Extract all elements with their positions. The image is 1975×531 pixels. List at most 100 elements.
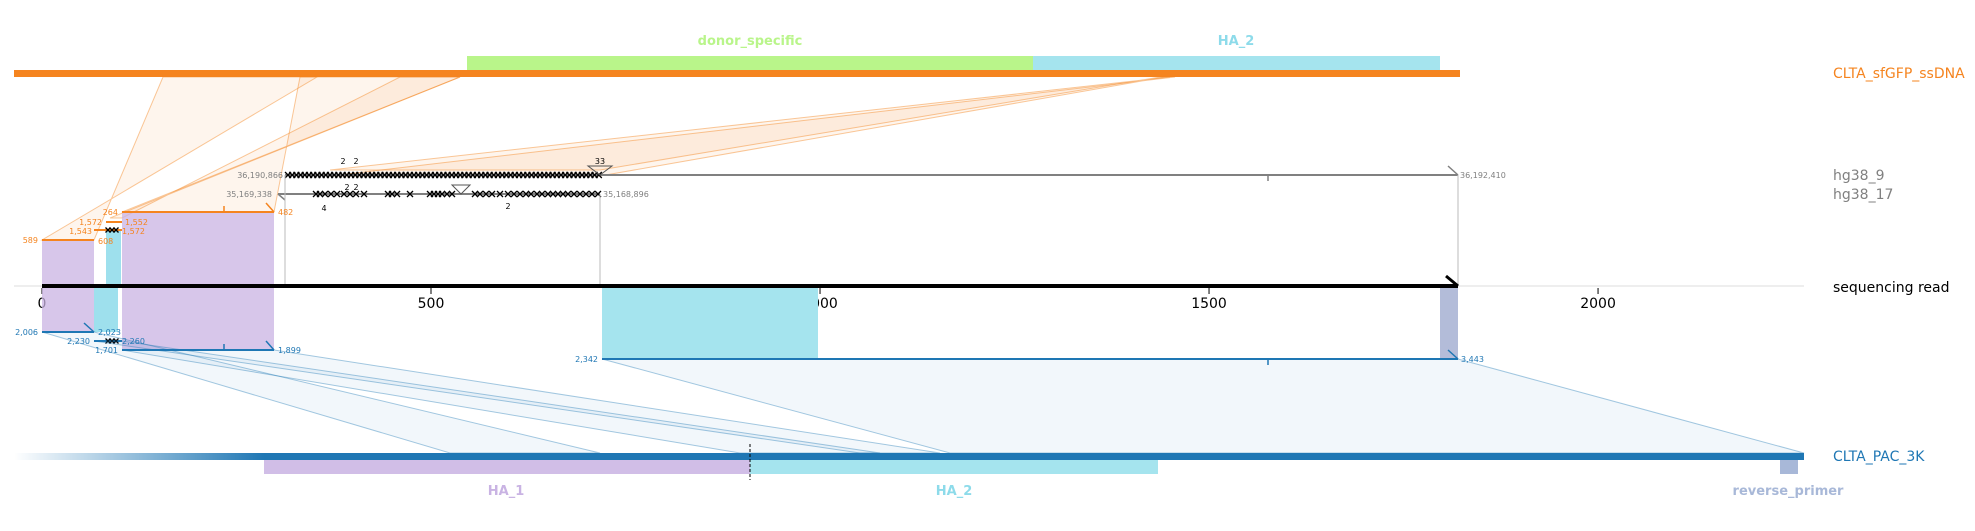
hg38-17-mismatch xyxy=(352,190,360,198)
target-alignments: 2,006 2,023 2,230 2,260 1,701 1,899 2,34… xyxy=(15,288,1484,365)
hg38-17-mismatch xyxy=(549,190,557,198)
ha2-top-label: HA_2 xyxy=(1218,34,1255,49)
hg38-17-mismatch xyxy=(406,190,414,198)
target-mismatch xyxy=(113,338,119,344)
donor-aln-hook xyxy=(265,202,275,213)
hg38-17-count-a: 4 xyxy=(321,204,326,213)
target-aln-ha2 xyxy=(94,288,118,332)
hg38-9-count-b: 2 xyxy=(353,157,358,166)
ha2-top-feature xyxy=(1033,56,1440,70)
target-connections xyxy=(41,331,1805,454)
hg38-9-mismatch-marks xyxy=(284,171,603,179)
hg38-17-mismatch xyxy=(333,190,341,198)
target-aln-hook-2 xyxy=(265,340,275,351)
coord-1552: 1,552 xyxy=(125,218,148,227)
target-mismatch-marks xyxy=(105,338,119,344)
coord-1572a: 1,572 xyxy=(79,218,102,227)
donor-specific-label: donor_specific xyxy=(698,34,803,49)
donor-track: donor_specific HA_2 CLTA_sfGFP_ssDNA xyxy=(14,34,1965,82)
target-aln-hook-3 xyxy=(1447,349,1459,360)
read-ticks: 0500100015002000 xyxy=(38,288,1616,312)
hg38-17-mismatch xyxy=(559,190,567,198)
hg38-17-mismatch xyxy=(346,190,354,198)
hg38-17-mismatch xyxy=(321,190,329,198)
ha1-bottom-label: HA_1 xyxy=(488,484,525,499)
hg38-17-mismatch xyxy=(570,190,578,198)
donor-aln-ha2 xyxy=(106,230,121,286)
target-reference-label: CLTA_PAC_3K xyxy=(1833,449,1925,465)
ha1-bottom-feature xyxy=(264,460,750,474)
read-tick-label: 2000 xyxy=(1580,296,1616,312)
target-reference-bar xyxy=(264,453,1804,460)
coord-1543: 1,543 xyxy=(69,227,92,236)
target-reference-fade xyxy=(14,453,264,460)
donor-mismatch xyxy=(113,227,119,233)
hg38-17-mismatch xyxy=(388,190,396,198)
coord-1572b: 1,572 xyxy=(122,227,145,236)
hg38-9-insertion-marker xyxy=(586,165,614,176)
hg38-17-mismatch xyxy=(533,190,541,198)
coord-482: 482 xyxy=(278,208,293,217)
hg38-17-mismatch xyxy=(544,190,552,198)
hg38-17-mismatch xyxy=(443,190,451,198)
hg38-17-mismatch xyxy=(327,190,335,198)
read-tick-label: 500 xyxy=(418,296,445,312)
read-bar xyxy=(42,284,1458,288)
hg38-9-track: 36,190,866 36,192,410 hg38_9 2 2 33 xyxy=(237,157,1884,184)
hg38-17-mismatch xyxy=(510,190,518,198)
ha2-bottom-label: HA_2 xyxy=(936,484,973,499)
donor-reference-label: CLTA_sfGFP_ssDNA xyxy=(1833,66,1965,82)
target-aln-ha2-large xyxy=(602,288,818,359)
hg38-17-mismatch xyxy=(438,190,446,198)
coord-608: 608 xyxy=(98,237,113,246)
hg38-17-mismatch xyxy=(588,190,596,198)
hg38-17-mismatch xyxy=(538,190,546,198)
coord-2260: 2,260 xyxy=(122,337,145,346)
reverse-primer-label: reverse_primer xyxy=(1733,484,1845,499)
hg38-17-mismatch xyxy=(516,190,524,198)
coord-1899: 1,899 xyxy=(278,346,301,355)
ha2-bottom-feature xyxy=(750,460,1158,474)
read-label: sequencing read xyxy=(1833,280,1949,296)
donor-connection-5 xyxy=(329,76,1176,177)
hg38-17-count-c: 2 xyxy=(353,183,358,192)
hg38-17-mismatch xyxy=(340,190,348,198)
read-tick-label: 1500 xyxy=(1191,296,1227,312)
coord-1701: 1,701 xyxy=(95,346,118,355)
hg38-17-count-d: 2 xyxy=(505,202,510,211)
hg38-17-mismatch xyxy=(576,190,584,198)
donor-reference-bar xyxy=(14,70,1460,77)
coord-2230: 2,230 xyxy=(67,337,90,346)
hg38-drop-lines xyxy=(284,175,1459,286)
hg38-17-mismatch xyxy=(522,190,530,198)
donor-alignments: 589 1,543 1,572 264 1,552 1,572 608 482 xyxy=(23,202,293,286)
coord-3443: 3,443 xyxy=(1461,355,1484,364)
donor-aln-ha1-b xyxy=(122,212,274,286)
read-axis: 0500100015002000 sequencing read xyxy=(14,274,1949,312)
hg38-17-mismatch xyxy=(554,190,562,198)
donor-connections xyxy=(40,76,1176,241)
hg38-17-mismatch xyxy=(482,190,490,198)
hg38-9-count-c: 33 xyxy=(595,157,605,166)
hg38-17-mismatch xyxy=(448,190,456,198)
hg38-17-mismatch xyxy=(527,190,535,198)
read-end-arrow xyxy=(1445,274,1459,288)
target-track: HA_1 HA_2 reverse_primer CLTA_PAC_3K xyxy=(14,444,1925,499)
donor-aln-ha1-a xyxy=(42,240,94,286)
hg38-17-mismatch xyxy=(393,190,401,198)
coord-2023: 2,023 xyxy=(98,328,121,337)
hg38-17-label: hg38_17 xyxy=(1833,187,1893,203)
hg38-9-count-a: 2 xyxy=(340,157,345,166)
hg38-17-track: 35,169,338 35,168,896 hg38_17 4 2 2 2 xyxy=(226,183,1893,213)
hg38-9-start-coord: 36,190,866 xyxy=(237,171,283,180)
reverse-primer-feature xyxy=(1780,460,1798,474)
coord-589: 589 xyxy=(23,236,38,245)
hg38-17-mismatch xyxy=(504,190,512,198)
target-aln-hook-1 xyxy=(83,322,95,333)
hg38-9-end-hook xyxy=(1447,165,1459,176)
donor-connection-4 xyxy=(329,76,1171,171)
hg38-17-mismatch xyxy=(360,190,368,198)
hg38-17-mismatch-marks xyxy=(312,190,602,198)
hg38-17-mismatch xyxy=(476,190,484,198)
